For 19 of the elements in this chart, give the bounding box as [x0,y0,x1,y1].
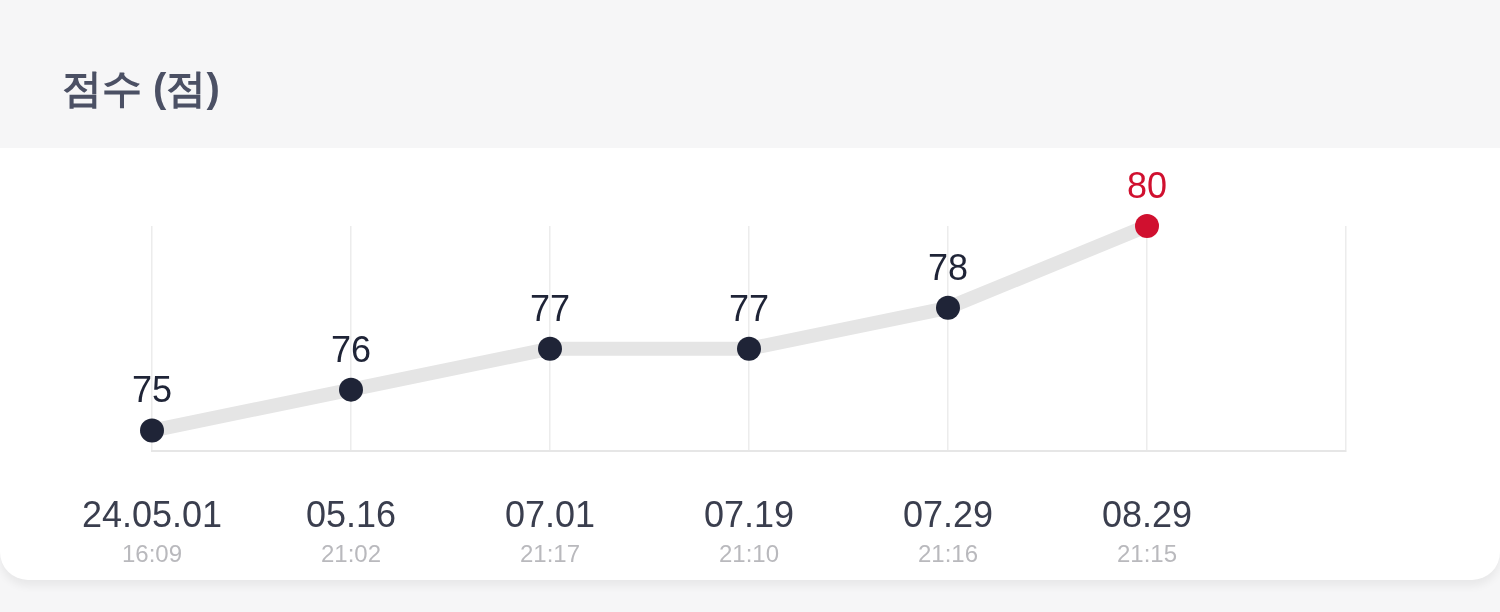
category-label: 07.29 21:16 [902,493,994,567]
point [339,377,363,402]
data-label: 78 [927,246,969,288]
point [140,418,164,443]
data-label: 77 [728,287,770,329]
data-label: 75 [131,369,173,411]
data-label: 80 [1126,164,1168,206]
point [1135,214,1159,238]
data-label: 76 [330,328,372,370]
category-label: 24.05.01 16:09 [81,493,223,567]
point [538,336,562,361]
category-label: 05.16 21:02 [305,493,397,567]
chart-title: 점수 (점) [62,65,220,112]
point [737,336,761,361]
category-label: 07.19 21:10 [703,493,795,567]
category-label: 07.01 21:17 [504,493,596,567]
data-label: 77 [529,287,571,329]
point [936,295,960,320]
category-label: 08.29 21:15 [1101,493,1193,567]
